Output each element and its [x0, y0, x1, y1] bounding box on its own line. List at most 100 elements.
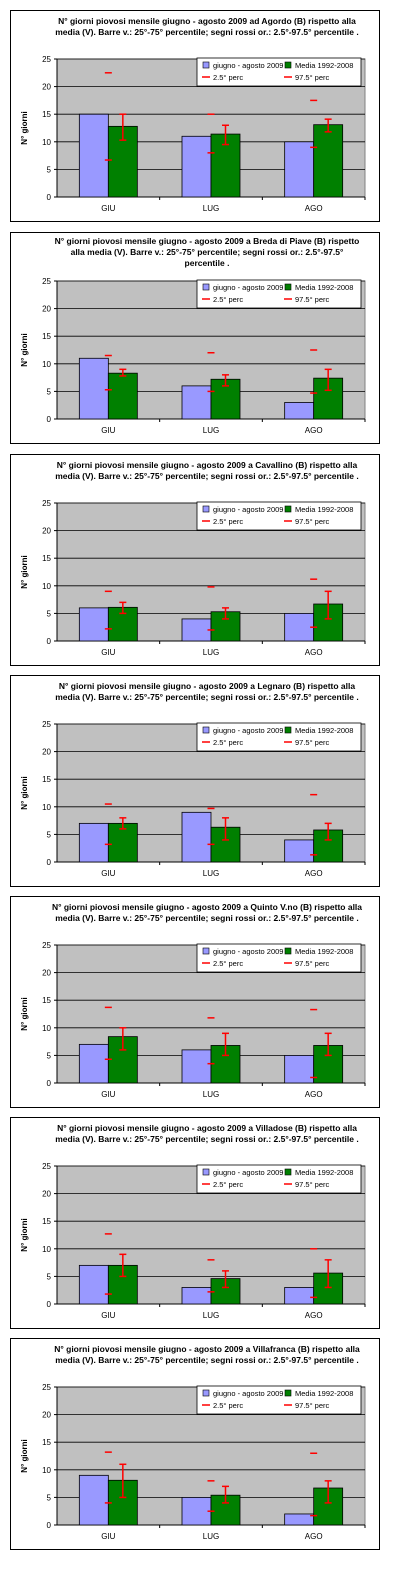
- chart-svg: N° giorni piovosi mensile giugno - agost…: [20, 1344, 366, 1541]
- legend-swatch: [202, 61, 210, 69]
- y-tick-label: 25: [42, 277, 51, 286]
- y-tick-label: 0: [47, 1079, 52, 1088]
- bar-2009: [78, 1474, 109, 1526]
- y-tick-label: 25: [42, 499, 51, 508]
- y-tick-label: 20: [42, 305, 51, 314]
- y-tick-label: 25: [42, 1162, 51, 1171]
- x-tick-label: AGO: [305, 1532, 323, 1541]
- bar-media: [107, 606, 138, 642]
- x-tick-label: AGO: [305, 869, 323, 878]
- bar-2009: [78, 1043, 109, 1084]
- legend-swatch: [202, 1168, 210, 1176]
- chart-svg: N° giorni piovosi mensile giugno - agost…: [20, 16, 366, 213]
- bar-2009: [78, 357, 109, 420]
- chart-title-line: media (V). Barre v.: 25°-75° percentile;…: [55, 1134, 359, 1144]
- legend-label: Media 1992-2008: [295, 1389, 353, 1398]
- x-tick-label: GIU: [101, 1311, 115, 1320]
- y-tick-label: 0: [47, 193, 52, 202]
- y-tick-label: 15: [42, 775, 51, 784]
- legend-label: Media 1992-2008: [295, 947, 353, 956]
- y-tick-label: 20: [42, 527, 51, 536]
- x-tick-label: AGO: [305, 1311, 323, 1320]
- x-tick-label: LUG: [203, 1090, 219, 1099]
- chart-title-line: media (V). Barre v.: 25°-75° percentile;…: [55, 1355, 359, 1365]
- y-tick-label: 10: [42, 138, 51, 147]
- bar-media: [210, 1494, 241, 1526]
- x-tick-label: LUG: [203, 1532, 219, 1541]
- chart-title-line: media (V). Barre v.: 25°-75° percentile;…: [55, 27, 359, 37]
- legend-swatch: [284, 947, 292, 955]
- legend-label: giugno - agosto 2009: [213, 1389, 283, 1398]
- x-tick-label: GIU: [101, 869, 115, 878]
- x-tick-label: GIU: [101, 1532, 115, 1541]
- legend-swatch: [202, 505, 210, 513]
- y-axis-label: N° giorni: [20, 333, 29, 366]
- y-tick-label: 0: [47, 858, 52, 867]
- x-tick-label: AGO: [305, 648, 323, 657]
- y-tick-label: 20: [42, 83, 51, 92]
- y-tick-label: 10: [42, 1245, 51, 1254]
- chart-panel: N° giorni piovosi mensile giugno - agost…: [10, 1338, 380, 1550]
- x-tick-label: GIU: [101, 426, 115, 435]
- chart-title-line: N° giorni piovosi mensile giugno - agost…: [55, 236, 360, 246]
- y-axis-label: N° giorni: [20, 997, 29, 1030]
- bar-2009: [284, 839, 315, 863]
- x-tick-label: AGO: [305, 204, 323, 213]
- y-tick-label: 0: [47, 637, 52, 646]
- x-tick-label: LUG: [203, 426, 219, 435]
- y-tick-label: 5: [47, 609, 52, 618]
- y-tick-label: 15: [42, 332, 51, 341]
- y-tick-label: 20: [42, 969, 51, 978]
- legend-box: [196, 1164, 362, 1194]
- chart-title-line: N° giorni piovosi mensile giugno - agost…: [59, 681, 355, 691]
- legend-label: 97.5° perc: [295, 517, 330, 526]
- legend-label: Media 1992-2008: [295, 283, 353, 292]
- bar-2009: [181, 385, 212, 420]
- chart-svg: N° giorni piovosi mensile giugno - agost…: [20, 460, 366, 657]
- legend-label: giugno - agosto 2009: [213, 1168, 283, 1177]
- chart-panel: N° giorni piovosi mensile giugno - agost…: [10, 232, 380, 444]
- legend-label: Media 1992-2008: [295, 726, 353, 735]
- legend-label: 2.5° perc: [213, 295, 243, 304]
- y-tick-label: 5: [47, 165, 52, 174]
- chart-title-line: media (V). Barre v.: 25°-75° percentile;…: [55, 913, 359, 923]
- y-tick-label: 20: [42, 1190, 51, 1199]
- legend-swatch: [284, 726, 292, 734]
- chart-title-line: N° giorni piovosi mensile giugno - agost…: [57, 460, 358, 470]
- legend-swatch: [202, 947, 210, 955]
- legend-swatch: [284, 283, 292, 291]
- bar-2009: [284, 141, 315, 198]
- y-axis-label: N° giorni: [20, 555, 29, 588]
- bar-media: [313, 124, 344, 198]
- bar-2009: [181, 811, 212, 863]
- chart-svg: N° giorni piovosi mensile giugno - agost…: [20, 681, 366, 878]
- x-tick-label: AGO: [305, 426, 323, 435]
- legend-swatch: [284, 61, 292, 69]
- legend-label: Media 1992-2008: [295, 1168, 353, 1177]
- y-tick-label: 25: [42, 941, 51, 950]
- legend-swatch: [284, 505, 292, 513]
- y-tick-label: 15: [42, 1217, 51, 1226]
- legend-label: 2.5° perc: [213, 73, 243, 82]
- bar-2009: [181, 135, 212, 198]
- x-tick-label: GIU: [101, 204, 115, 213]
- y-tick-label: 10: [42, 1466, 51, 1475]
- chart-panel: N° giorni piovosi mensile giugno - agost…: [10, 1117, 380, 1329]
- x-tick-label: AGO: [305, 1090, 323, 1099]
- y-tick-label: 20: [42, 1411, 51, 1420]
- bar-media: [107, 372, 138, 420]
- y-tick-label: 5: [47, 1272, 52, 1281]
- chart-title-line: N° giorni piovosi mensile giugno - agost…: [52, 902, 362, 912]
- chart-title-line: N° giorni piovosi mensile giugno - agost…: [58, 16, 356, 26]
- chart-title-line: N° giorni piovosi mensile giugno - agost…: [54, 1344, 360, 1354]
- bar-2009: [78, 822, 109, 863]
- bar-2009: [181, 1287, 212, 1305]
- bar-2009: [284, 1287, 315, 1305]
- bar-2009: [181, 1496, 212, 1526]
- chart-svg: N° giorni piovosi mensile giugno - agost…: [20, 902, 366, 1099]
- chart-panel: N° giorni piovosi mensile giugno - agost…: [10, 675, 380, 887]
- chart-svg: N° giorni piovosi mensile giugno - agost…: [20, 236, 366, 435]
- y-tick-label: 15: [42, 996, 51, 1005]
- chart-title-line: N° giorni piovosi mensile giugno - agost…: [57, 1123, 357, 1133]
- y-tick-label: 25: [42, 1383, 51, 1392]
